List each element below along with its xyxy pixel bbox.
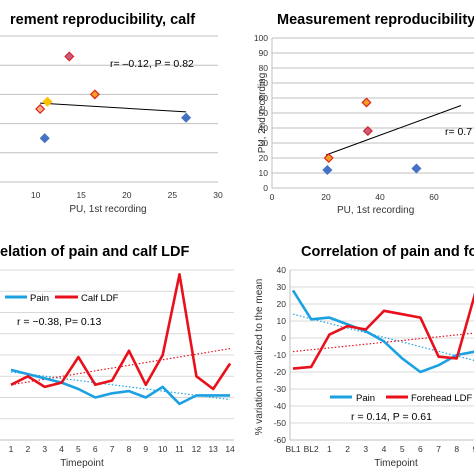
- x-axis-label: PU, 1st recording: [69, 204, 146, 215]
- pain-series-line: [10, 368, 231, 406]
- x-tick-label: 60: [429, 192, 439, 202]
- x-tick-label: BL2: [304, 444, 319, 454]
- x-tick-label: 8: [454, 444, 459, 454]
- legend-label-forehead-ldf: Forehead LDF: [411, 393, 472, 404]
- panel-measurement-reproducibility: 0 10 20 30 40 50 60 70 80 90 100 0 20 40 60 PU, 1st rec…: [254, 12, 474, 216]
- x-axis-label: PU, 1st recording: [337, 205, 414, 216]
- y-tick-label: 20: [259, 153, 269, 163]
- correlation-annotation: r= 0.7: [445, 126, 472, 138]
- chart-title: Correlation of pain and fo: [301, 244, 474, 260]
- y-axis-label: % variation normalized to the mean: [254, 279, 265, 436]
- y-tick-label: 70: [259, 78, 269, 88]
- correlation-annotation: r= –0.12, P = 0.82: [110, 58, 194, 70]
- y-tick-label: 40: [277, 265, 287, 275]
- calf-ldf-series-line: [10, 272, 232, 391]
- x-tick-label: 8: [127, 444, 132, 454]
- x-axis-label: Timepoint: [374, 458, 418, 469]
- data-point: [89, 89, 100, 100]
- y-tick-label: -60: [274, 435, 287, 445]
- correlation-annotation: r = 0.14, P = 0.61: [351, 411, 432, 423]
- x-tick-label: 7: [110, 444, 115, 454]
- data-point: [322, 164, 333, 176]
- x-tick-label: 1: [9, 444, 14, 454]
- y-tick-label: 10: [277, 316, 287, 326]
- x-tick-label: 10: [31, 190, 41, 200]
- legend-label-pain: Pain: [30, 293, 49, 304]
- x-tick-label: 10: [158, 444, 168, 454]
- chart-title: rement reproducibility, calf: [10, 12, 195, 28]
- data-point: [362, 125, 373, 137]
- x-tick-label: BL1: [285, 444, 300, 454]
- x-tick-label: 14: [225, 444, 235, 454]
- x-tick-label: 3: [42, 444, 47, 454]
- y-tick-label: 60: [259, 93, 269, 103]
- y-axis-label: PU, 2nd recording: [257, 73, 268, 154]
- data-point: [35, 103, 46, 115]
- y-tick-label: 30: [277, 282, 287, 292]
- y-tick-label: -30: [274, 384, 287, 394]
- data-point: [411, 163, 422, 174]
- y-tick-label: 90: [259, 48, 269, 58]
- x-tick-label: 20: [321, 192, 331, 202]
- x-tick-label: 6: [93, 444, 98, 454]
- x-axis-label: Timepoint: [60, 458, 104, 469]
- data-point: [64, 51, 75, 62]
- data-point: [361, 97, 372, 108]
- x-tick-label: 13: [208, 444, 218, 454]
- y-tick-label: 40: [259, 123, 269, 133]
- x-tick-label: 9: [143, 444, 148, 454]
- legend-label-calf-ldf: Calf LDF: [81, 293, 119, 304]
- data-point: [181, 112, 192, 123]
- y-tick-label: -50: [274, 418, 287, 428]
- trendline: [40, 102, 187, 113]
- legend-label-pain: Pain: [356, 393, 375, 404]
- y-tick-label: 100: [254, 33, 268, 43]
- y-tick-label: 10: [259, 168, 269, 178]
- x-tick-label: 12: [192, 444, 202, 454]
- y-tick-label: -10: [274, 350, 287, 360]
- x-tick-label: 30: [213, 190, 223, 200]
- correlation-annotation: r = −0.38, P= 0.13: [17, 316, 102, 328]
- x-tick-label: 5: [76, 444, 81, 454]
- chart-title: Measurement reproducibility: [277, 12, 474, 28]
- x-tick-label: 40: [375, 192, 385, 202]
- x-tick-label: 6: [418, 444, 423, 454]
- x-tick-label: 2: [25, 444, 30, 454]
- y-tick-label: 80: [259, 63, 269, 73]
- data-point: [323, 152, 334, 164]
- x-tick-label: 9: [473, 444, 474, 454]
- y-tick-label: 0: [263, 183, 268, 193]
- x-tick-label: 4: [382, 444, 387, 454]
- x-tick-label: 0: [270, 192, 275, 202]
- y-tick-label: -40: [274, 401, 287, 411]
- x-tick-label: 2: [345, 444, 350, 454]
- x-tick-label: 1: [327, 444, 332, 454]
- y-tick-label: 30: [259, 138, 269, 148]
- forehead-ldf-series-line: [292, 292, 474, 370]
- trendline: [292, 313, 474, 361]
- x-tick-label: 20: [122, 190, 132, 200]
- x-tick-label: 15: [76, 190, 86, 200]
- x-tick-label: 5: [400, 444, 405, 454]
- x-tick-label: 7: [436, 444, 441, 454]
- data-point: [42, 96, 53, 107]
- data-point: [39, 133, 50, 144]
- y-tick-label: -20: [274, 367, 287, 377]
- pain-series-line: [291, 289, 474, 374]
- x-tick-label: 11: [175, 444, 184, 454]
- x-tick-label: 4: [59, 444, 64, 454]
- y-tick-label: 0: [281, 333, 286, 343]
- trendline: [325, 105, 462, 156]
- x-tick-label: 3: [363, 444, 368, 454]
- x-tick-label: 25: [168, 190, 178, 200]
- chart-title: elation of pain and calf LDF: [0, 244, 189, 260]
- y-tick-label: 50: [259, 108, 269, 118]
- panel-pain-forehead-ldf: -60 -50 -40 -30 -20 -10 0 10 20 30 40 BL1 BL2 1 2 3 4 5 6 7…: [254, 244, 474, 469]
- y-tick-label: 20: [277, 299, 287, 309]
